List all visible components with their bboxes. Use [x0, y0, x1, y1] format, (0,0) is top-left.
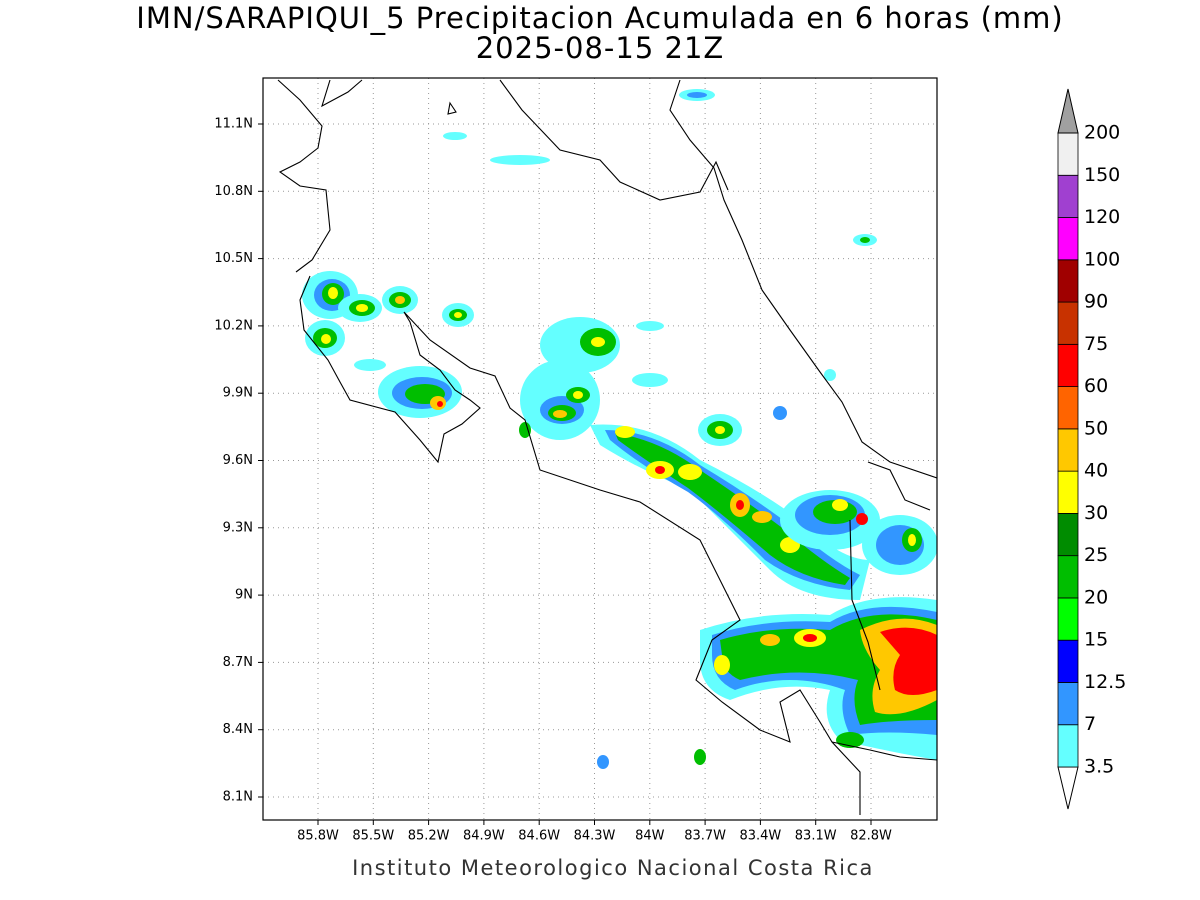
- lat-tick-label: 10.5N: [214, 251, 253, 266]
- colorbar-label: 3.5: [1084, 756, 1114, 778]
- colorbar-label: 40: [1084, 460, 1108, 482]
- colorbar-label: 90: [1084, 291, 1108, 313]
- colorbar-segment: [1057, 428, 1079, 472]
- colorbar-label: 100: [1084, 248, 1120, 270]
- colorbar-segment: [1057, 174, 1079, 218]
- lat-tick-label: 10.2N: [214, 318, 253, 333]
- lat-tick-label: 8.1N: [223, 790, 253, 805]
- coastlines: [277, 79, 937, 815]
- colorbar-segment: [1057, 682, 1079, 726]
- colorbar-low-triangle: [1057, 766, 1079, 810]
- colorbar: 3.5 7 12.5 15 20 25 30 40 50 60 75 90 100 120 150 200: [1057, 88, 1126, 810]
- rain-cell: [302, 89, 937, 769]
- colorbar-segment: [1057, 555, 1079, 599]
- grid: 11.1N 10.8N 10.5N 10.2N 9.9N 9.6N 9.3N 9N 8.7N 8.…: [214, 78, 937, 844]
- map-title: IMN/SARAPIQUI_5 Precipitacion Acumulada …: [136, 1, 1063, 35]
- lon-tick-label: 83.7W: [684, 829, 726, 844]
- lat-tick-label: 8.4N: [223, 722, 253, 737]
- colorbar-segment: [1057, 513, 1079, 557]
- colorbar-segment: [1057, 343, 1079, 388]
- colorbar-label: 60: [1084, 375, 1108, 397]
- lat-tick-label: 9.9N: [223, 386, 253, 401]
- lat-tick-label: 9.6N: [223, 453, 253, 468]
- lon-tick-label: 84W: [635, 829, 665, 844]
- colorbar-segment: [1057, 301, 1079, 345]
- colorbar-label: 12.5: [1084, 671, 1126, 693]
- lat-tick-label: 9N: [235, 588, 253, 603]
- lat-tick-label: 11.1N: [214, 117, 253, 132]
- colorbar-label: 200: [1084, 122, 1120, 144]
- colorbar-segment: [1057, 597, 1079, 641]
- lon-tick-label: 85.8W: [297, 829, 339, 844]
- footer: Instituto Meteorologico Nacional Costa R…: [352, 856, 874, 880]
- lat-tick-label: 9.3N: [223, 520, 253, 535]
- colorbar-segment: [1057, 217, 1079, 261]
- lon-tick-label: 83.1W: [795, 829, 837, 844]
- colorbar-label: 30: [1084, 502, 1108, 524]
- colorbar-label: 50: [1084, 417, 1108, 439]
- colorbar-label: 150: [1084, 164, 1120, 186]
- colorbar-segment: [1057, 724, 1079, 768]
- lat-tick-label: 10.8N: [214, 184, 253, 199]
- lon-tick-label: 85.5W: [352, 829, 394, 844]
- map-subtitle: 2025-08-15 21Z: [476, 31, 725, 65]
- colorbar-label: 25: [1084, 544, 1108, 566]
- lon-tick-label: 84.6W: [518, 829, 560, 844]
- lon-tick-label: 82.8W: [850, 829, 892, 844]
- colorbar-label: 20: [1084, 586, 1108, 608]
- colorbar-label: 15: [1084, 629, 1108, 651]
- colorbar-label: 120: [1084, 206, 1120, 228]
- colorbar-segment: [1057, 470, 1079, 514]
- lon-tick-label: 84.9W: [463, 829, 505, 844]
- map-frame: [262, 77, 938, 821]
- colorbar-segment: [1057, 386, 1079, 430]
- colorbar-high-triangle: [1057, 88, 1079, 134]
- lon-tick-label: 83.4W: [739, 829, 781, 844]
- lat-tick-label: 8.7N: [223, 655, 253, 670]
- colorbar-segment: [1057, 132, 1079, 176]
- lon-tick-label: 85.2W: [408, 829, 450, 844]
- colorbar-label: 75: [1084, 333, 1108, 355]
- colorbar-segment: [1057, 259, 1079, 303]
- precipitation: [302, 89, 937, 769]
- colorbar-segment: [1057, 639, 1079, 683]
- lon-tick-label: 84.3W: [574, 829, 616, 844]
- colorbar-label: 7: [1084, 713, 1096, 735]
